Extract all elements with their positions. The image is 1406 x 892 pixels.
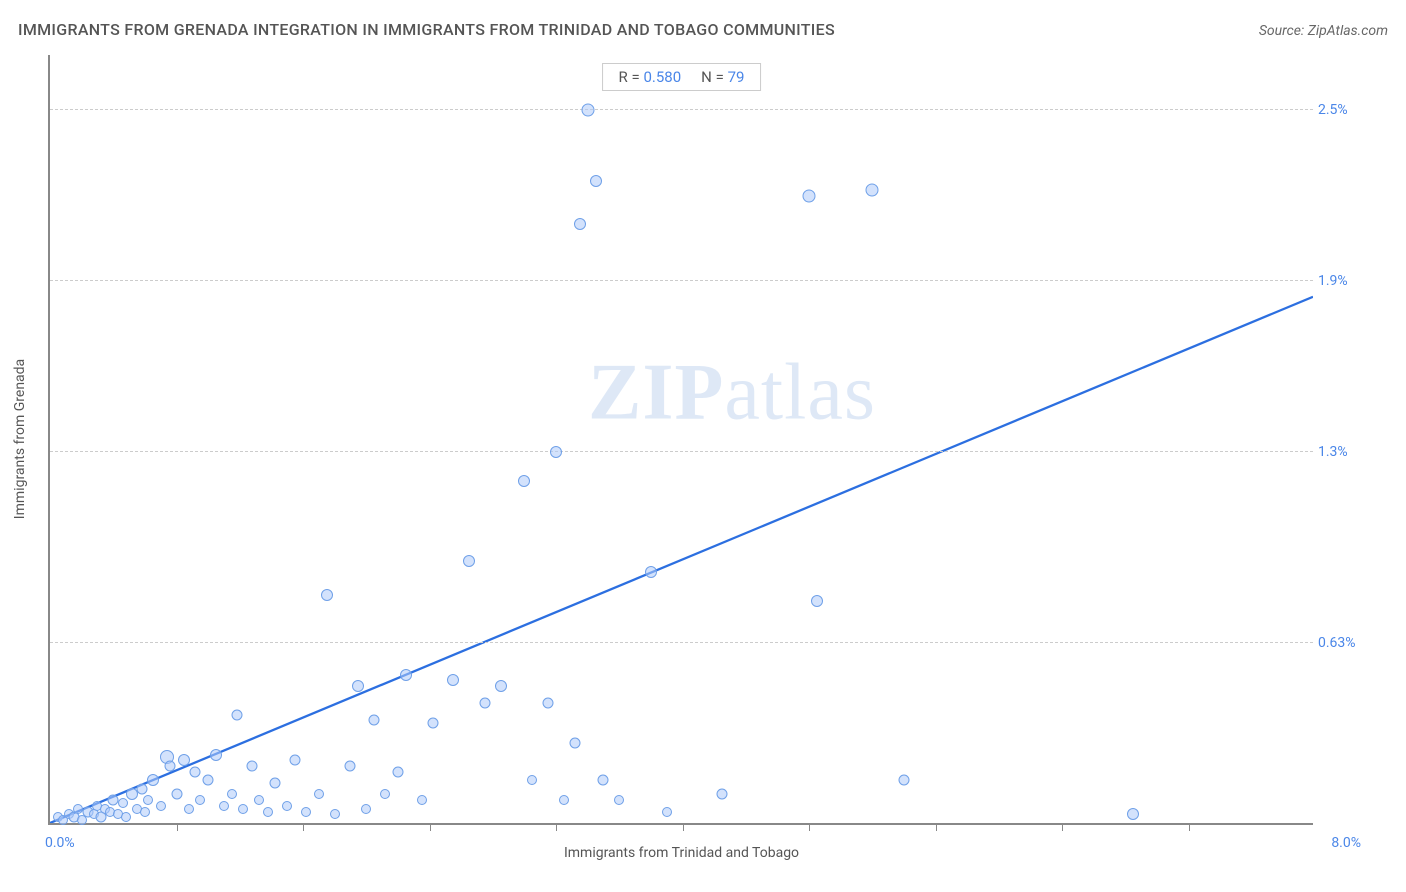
stats-box: R = 0.580 N = 79 <box>602 63 762 91</box>
scatter-point <box>550 446 562 458</box>
scatter-point <box>321 589 333 601</box>
scatter-point <box>590 175 602 187</box>
watermark-light: atlas <box>724 348 876 436</box>
scatter-point <box>866 183 879 196</box>
scatter-point <box>427 718 438 729</box>
scatter-point <box>417 795 427 805</box>
scatter-point <box>282 801 292 811</box>
y-tick-label: 2.5% <box>1318 102 1363 118</box>
scatter-point <box>345 760 356 771</box>
scatter-point <box>190 766 201 777</box>
scatter-point <box>527 775 537 785</box>
scatter-point <box>495 680 507 692</box>
scatter-point <box>803 189 816 202</box>
scatter-point <box>645 566 657 578</box>
trend-line <box>50 55 1313 823</box>
x-tick <box>303 823 304 831</box>
scatter-point <box>263 807 273 817</box>
scatter-point <box>330 809 340 819</box>
scatter-point <box>231 709 242 720</box>
y-tick-label: 1.3% <box>1318 444 1363 460</box>
n-value: 79 <box>728 68 745 86</box>
scatter-point <box>140 807 150 817</box>
x-tick <box>936 823 937 831</box>
scatter-point <box>717 789 728 800</box>
gridline-h <box>50 109 1313 110</box>
x-tick <box>683 823 684 831</box>
x-max-tick-label: 8.0% <box>1331 835 1361 851</box>
r-label: R = <box>619 68 640 86</box>
scatter-point <box>178 754 190 766</box>
x-tick <box>177 823 178 831</box>
source-attribution: Source: ZipAtlas.com <box>1259 23 1388 39</box>
scatter-point <box>290 755 301 766</box>
y-tick-label: 0.63% <box>1318 635 1363 651</box>
y-axis-label: Immigrants from Grenada <box>12 359 28 519</box>
x-tick <box>1062 823 1063 831</box>
chart-title: IMMIGRANTS FROM GRENADA INTEGRATION IN I… <box>18 20 835 39</box>
scatter-point <box>203 775 214 786</box>
n-label: N = <box>701 68 724 86</box>
scatter-point <box>121 812 131 822</box>
scatter-point <box>219 801 229 811</box>
x-origin-tick-label: 0.0% <box>45 835 75 851</box>
scatter-point <box>581 104 594 117</box>
x-tick <box>809 823 810 831</box>
scatter-point <box>479 698 490 709</box>
scatter-point <box>165 760 176 771</box>
scatter-point <box>210 749 222 761</box>
scatter-point <box>392 766 403 777</box>
scatter-point <box>598 775 609 786</box>
scatter-point <box>898 775 909 786</box>
x-axis-label: Immigrants from Trinidad and Tobago <box>564 845 799 861</box>
scatter-point <box>171 789 182 800</box>
scatter-point <box>662 807 672 817</box>
scatter-point <box>614 795 624 805</box>
scatter-point <box>361 804 371 814</box>
scatter-point <box>559 795 569 805</box>
scatter-point <box>269 778 280 789</box>
scatter-point <box>247 760 258 771</box>
scatter-point <box>184 804 194 814</box>
scatter-point <box>543 698 554 709</box>
chart-header: IMMIGRANTS FROM GRENADA INTEGRATION IN I… <box>18 20 1388 39</box>
scatter-point <box>380 789 390 799</box>
scatter-point <box>352 680 364 692</box>
scatter-point <box>1127 808 1139 820</box>
scatter-point <box>227 789 237 799</box>
x-tick <box>430 823 431 831</box>
scatter-point <box>369 715 380 726</box>
watermark-bold: ZIP <box>588 348 724 436</box>
gridline-h <box>50 451 1313 452</box>
chart-area: ZIPatlas R = 0.580 N = 79 Immigrants fro… <box>48 55 1352 845</box>
scatter-point <box>569 738 580 749</box>
scatter-point <box>400 669 412 681</box>
scatter-point <box>518 475 530 487</box>
gridline-h <box>50 642 1313 643</box>
scatter-plot: ZIPatlas R = 0.580 N = 79 Immigrants fro… <box>48 55 1313 825</box>
scatter-point <box>314 789 324 799</box>
x-tick <box>556 823 557 831</box>
scatter-point <box>195 795 205 805</box>
r-stat: R = 0.580 <box>619 68 682 86</box>
scatter-point <box>238 804 248 814</box>
gridline-h <box>50 280 1313 281</box>
scatter-point <box>447 674 459 686</box>
scatter-point <box>143 795 153 805</box>
y-tick-label: 1.9% <box>1318 273 1363 289</box>
x-tick <box>1189 823 1190 831</box>
scatter-point <box>118 798 128 808</box>
scatter-point <box>147 774 159 786</box>
n-stat: N = 79 <box>701 68 744 86</box>
scatter-point <box>254 795 264 805</box>
scatter-point <box>811 595 823 607</box>
scatter-point <box>156 801 166 811</box>
watermark: ZIPatlas <box>588 347 876 438</box>
r-value: 0.580 <box>643 68 681 86</box>
scatter-point <box>136 783 147 794</box>
scatter-point <box>463 555 475 567</box>
scatter-point <box>301 807 311 817</box>
scatter-point <box>574 218 586 230</box>
